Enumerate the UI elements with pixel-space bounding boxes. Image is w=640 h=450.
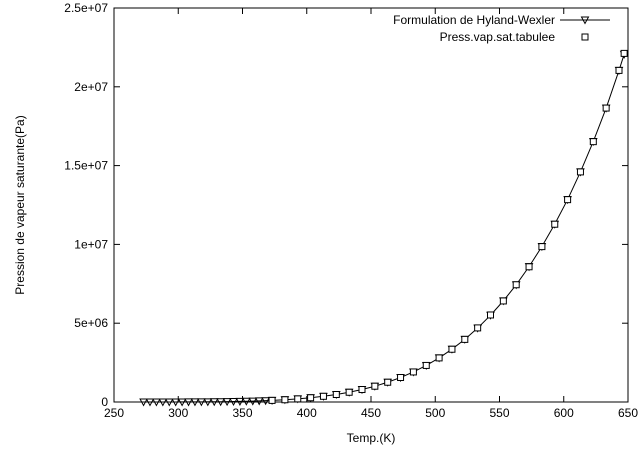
square-marker <box>281 396 289 404</box>
square-marker <box>538 243 546 251</box>
square-marker <box>487 311 495 319</box>
square-marker <box>332 390 340 398</box>
triangle-marker <box>184 398 193 407</box>
plot-area <box>113 7 629 403</box>
triangle-marker <box>190 398 200 407</box>
x-tick-label: 600 <box>554 406 574 420</box>
square-marker <box>620 49 628 57</box>
y-tick-label: 2.5e+07 <box>64 1 108 15</box>
x-tick-label: 450 <box>361 406 381 420</box>
square-marker <box>345 388 353 396</box>
square-marker <box>294 395 302 403</box>
square-marker <box>307 394 315 402</box>
series-line <box>143 54 625 403</box>
triangle-marker <box>177 398 187 407</box>
triangle-marker <box>164 398 174 407</box>
square-marker <box>409 368 417 376</box>
triangle-marker <box>254 397 264 406</box>
square-marker <box>615 66 623 74</box>
triangle-marker <box>145 398 155 407</box>
x-tick-label: 550 <box>489 406 509 420</box>
x-tick-label: 500 <box>425 406 445 420</box>
plot-frame <box>113 7 629 403</box>
square-marker <box>589 138 597 146</box>
series-hyland-wexler <box>139 50 629 407</box>
legend-triangle-marker <box>580 16 590 25</box>
y-tick-label: 0 <box>101 395 108 409</box>
triangle-marker <box>222 398 232 407</box>
y-tick-label: 1e+07 <box>74 237 108 251</box>
y-tick-label: 1.5e+07 <box>64 159 108 173</box>
square-marker <box>397 374 405 382</box>
square-marker <box>551 220 559 228</box>
triangle-marker <box>139 398 148 407</box>
triangle-marker <box>158 398 168 407</box>
legend: Formulation de Hyland-Wexler Press.vap.sa… <box>393 13 610 44</box>
y-tick-label: 5e+06 <box>74 316 108 330</box>
square-marker <box>474 324 482 332</box>
triangle-marker <box>152 398 161 407</box>
triangle-marker <box>235 397 245 406</box>
triangle-marker <box>171 398 181 407</box>
triangle-marker <box>242 397 251 406</box>
legend-label-tabulated: Press.vap.sat.tabulee <box>440 30 556 44</box>
square-marker <box>319 392 327 400</box>
y-tick-label: 2e+07 <box>74 80 108 94</box>
axis-ticks: 250 300 350 400 450 500 550 600 650 0 5e+06 1e+07 1.… <box>64 1 638 420</box>
triangle-marker <box>216 398 225 407</box>
square-marker <box>358 386 366 394</box>
square-marker <box>564 196 572 204</box>
square-marker <box>435 354 443 362</box>
triangle-marker <box>203 398 213 407</box>
square-marker <box>499 297 507 305</box>
triangle-marker <box>229 398 238 407</box>
square-marker <box>576 168 584 176</box>
square-marker <box>384 378 392 386</box>
triangle-marker <box>248 397 258 406</box>
x-tick-label: 650 <box>618 406 638 420</box>
series-tabulated <box>268 49 628 404</box>
square-marker <box>268 396 276 404</box>
square-marker <box>371 382 379 390</box>
triangle-marker <box>209 398 219 407</box>
x-tick-label: 400 <box>297 406 317 420</box>
square-marker <box>525 263 533 271</box>
square-marker <box>422 361 430 369</box>
legend-label-hyland-wexler: Formulation de Hyland-Wexler <box>393 13 555 27</box>
square-marker <box>461 335 469 343</box>
x-axis-label: Temp.(K) <box>347 431 396 445</box>
y-axis-label: Pression de vapeur saturante(Pa) <box>13 115 27 294</box>
triangle-marker <box>261 397 270 406</box>
series-layer <box>139 49 629 407</box>
x-tick-label: 350 <box>232 406 252 420</box>
triangle-marker <box>197 398 206 407</box>
square-marker <box>448 345 456 353</box>
square-marker <box>602 104 610 112</box>
x-tick-label: 250 <box>104 406 124 420</box>
x-tick-label: 300 <box>168 406 188 420</box>
legend-square-marker <box>581 33 589 41</box>
square-marker <box>512 281 520 289</box>
